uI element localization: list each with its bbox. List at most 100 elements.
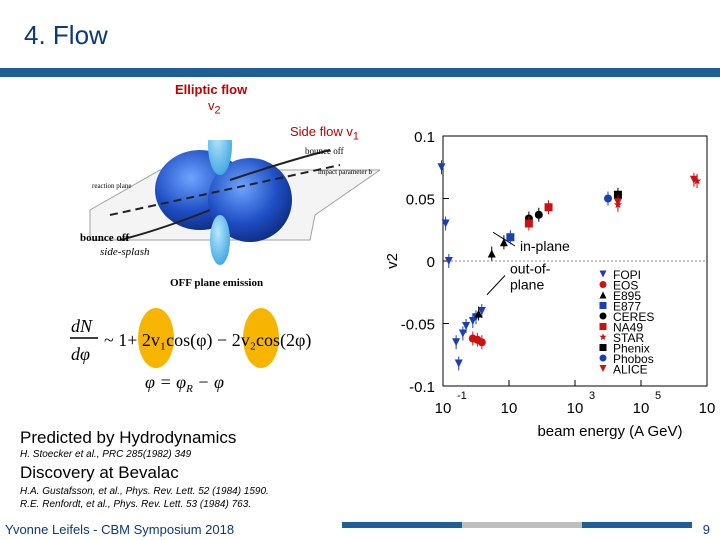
reference-renfordt: R.E. Renfordt, et al., Phys. Rev. Lett. …	[20, 499, 252, 510]
phi-definition: φ = φR − φ	[145, 372, 224, 395]
data-point	[604, 194, 612, 203]
reference-stoecker: H. Stoecker et al., PRC 285(1982) 349	[20, 449, 192, 460]
y-tick-label: 0	[427, 254, 435, 271]
y-axis-label: v2	[384, 253, 401, 269]
reference-gustafsson: H.A. Gustafsson, et al., Phys. Rev. Lett…	[20, 486, 269, 497]
data-point	[524, 219, 533, 228]
bounce-off-arrow-bottom	[119, 209, 211, 241]
legend-label: NA49	[613, 321, 643, 335]
out-of-plane-label: out-of-	[510, 261, 551, 277]
legend-label: STAR	[613, 331, 644, 345]
legend-label: FOPI	[613, 268, 641, 282]
legend-label: E877	[613, 300, 641, 314]
data-point	[689, 175, 698, 184]
x-tick-exponent: 5	[655, 390, 661, 402]
x-tick-label: 10	[699, 400, 715, 417]
out-of-plane-jet-top	[208, 140, 232, 175]
data-point	[599, 323, 607, 330]
data-point	[487, 249, 496, 258]
data-point	[474, 309, 483, 318]
legend-label: EOS	[613, 279, 638, 293]
side-flow-label: Side flow v1	[290, 124, 359, 143]
flow-diagram: bounce off impact parameter b reaction p…	[80, 140, 380, 289]
y-tick-label: 0.05	[406, 192, 435, 209]
x-tick-exponent: -1	[457, 390, 467, 402]
y-tick-label: 0.1	[414, 129, 435, 146]
data-point	[692, 176, 702, 185]
v2-label: v2	[208, 98, 221, 117]
data-point	[454, 359, 463, 368]
bounce-off-arrow-top	[229, 149, 331, 181]
fourier-formula: dN dφ ~ 1+ 2v₁cos(φ) − 2v₂cos(2φ)	[70, 308, 311, 368]
data-point	[599, 333, 607, 341]
data-point	[599, 365, 607, 372]
legend-label: CERES	[613, 310, 654, 324]
y-tick-label: -0.1	[409, 379, 435, 396]
data-point	[458, 329, 467, 338]
off-plane-label: OFF plane emission	[170, 277, 263, 289]
reaction-plane-label: reaction plane	[92, 182, 131, 190]
page-number: 9	[702, 522, 710, 537]
x-tick-label: 10	[435, 400, 452, 417]
predicted-heading: Predicted by Hydrodynamics	[20, 428, 237, 447]
v2-highlight	[243, 308, 279, 368]
footer-bar-2	[462, 522, 582, 528]
impact-label: impact parameter b	[318, 168, 373, 176]
in-plane-label: in-plane	[520, 238, 570, 254]
bounce-off-label: bounce off	[80, 232, 130, 244]
data-point	[599, 302, 607, 309]
formula-dn: dN	[71, 316, 93, 336]
x-tick-label: 10	[501, 400, 518, 417]
data-point	[462, 322, 471, 330]
x-tick-label: 10	[633, 400, 650, 417]
legend-label: Phenix	[613, 342, 650, 356]
phi-formula: φ = φR − φ	[145, 372, 224, 395]
data-point	[613, 198, 622, 207]
y-tick-label: -0.05	[401, 317, 435, 334]
data-point	[477, 338, 486, 347]
data-point	[534, 210, 543, 219]
legend-label: E895	[613, 289, 641, 303]
side-flow-subscript: 1	[352, 130, 359, 143]
footer-bar-3	[582, 522, 692, 528]
side-splash-label: side-splash	[100, 246, 150, 258]
out-of-plane-label: plane	[510, 277, 544, 293]
data-point	[468, 317, 477, 325]
right-fireball	[208, 158, 292, 242]
data-point	[599, 344, 607, 351]
data-point	[544, 203, 553, 212]
discovery-heading: Discovery at Bevalac	[20, 463, 179, 482]
data-point	[613, 190, 622, 199]
data-point	[599, 312, 607, 320]
x-axis-label: beam energy (A GeV)	[537, 423, 682, 440]
slide-title: 4. Flow	[24, 20, 108, 50]
formula-dphi: dφ	[71, 344, 90, 364]
out-of-plane-arrow	[486, 275, 506, 296]
out-of-plane-jet-bottom	[210, 215, 230, 265]
data-point	[452, 338, 461, 347]
data-point	[437, 163, 446, 172]
v1-highlight	[138, 308, 174, 368]
side-flow-text: Side flow v	[290, 124, 353, 139]
x-tick-label: 10	[567, 400, 584, 417]
data-point	[599, 281, 607, 288]
elliptic-flow-label: Elliptic flow	[175, 82, 248, 97]
data-point	[599, 270, 607, 278]
data-point	[444, 257, 453, 265]
footer-bar-1	[342, 522, 462, 528]
data-point	[599, 354, 607, 362]
x-tick-exponent: 3	[589, 390, 595, 402]
data-point	[599, 291, 607, 299]
v2-chart: 0.10.050-0.05-0.110-110103105107beam ene…	[384, 129, 715, 440]
data-point	[499, 238, 508, 247]
v2-subscript: 2	[214, 104, 221, 117]
data-point	[441, 219, 450, 228]
header-bar	[0, 68, 720, 77]
v2-symbol: v	[208, 98, 215, 113]
footer-author: Yvonne Leifels - CBM Symposium 2018	[5, 522, 235, 537]
formula-body: ~ 1+ 2v₁cos(φ) − 2v₂cos(2φ)	[104, 330, 311, 351]
legend-label: Phobos	[613, 352, 654, 366]
data-point	[506, 233, 515, 242]
legend-label: ALICE	[613, 363, 648, 377]
data-point	[477, 307, 486, 315]
